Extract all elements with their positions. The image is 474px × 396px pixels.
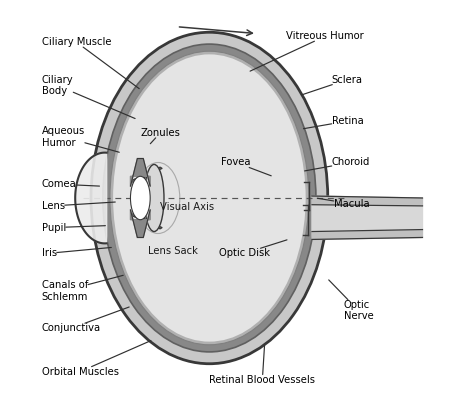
Ellipse shape bbox=[91, 32, 328, 364]
Text: Comea: Comea bbox=[42, 179, 100, 189]
Polygon shape bbox=[312, 196, 422, 206]
Polygon shape bbox=[312, 205, 422, 232]
Text: Optic
Nerve: Optic Nerve bbox=[329, 280, 374, 321]
Text: Macula: Macula bbox=[317, 198, 369, 209]
Text: Ciliary Muscle: Ciliary Muscle bbox=[42, 37, 139, 89]
Text: Fovea: Fovea bbox=[221, 158, 271, 176]
Polygon shape bbox=[130, 210, 150, 238]
Polygon shape bbox=[132, 167, 162, 186]
Text: Orbital Muscles: Orbital Muscles bbox=[42, 341, 151, 377]
Text: Choroid: Choroid bbox=[305, 158, 370, 171]
Ellipse shape bbox=[103, 44, 316, 352]
Ellipse shape bbox=[130, 176, 150, 220]
Polygon shape bbox=[132, 210, 162, 229]
Text: Vitreous Humor: Vitreous Humor bbox=[250, 31, 364, 71]
Text: Sclera: Sclera bbox=[301, 74, 363, 95]
Ellipse shape bbox=[110, 51, 309, 345]
Text: Pupil: Pupil bbox=[42, 223, 105, 232]
Text: Aqueous
Humor: Aqueous Humor bbox=[42, 126, 119, 152]
Polygon shape bbox=[312, 230, 422, 240]
Text: Zonules: Zonules bbox=[140, 128, 180, 144]
Polygon shape bbox=[130, 158, 150, 186]
Text: Lens Sack: Lens Sack bbox=[148, 246, 198, 256]
Ellipse shape bbox=[113, 54, 306, 342]
Text: Optic Disk: Optic Disk bbox=[219, 240, 287, 258]
Polygon shape bbox=[75, 152, 107, 244]
Text: Lens: Lens bbox=[42, 201, 115, 211]
Text: Canals of
Schlemm: Canals of Schlemm bbox=[42, 275, 123, 301]
Text: Iris: Iris bbox=[42, 248, 111, 258]
Text: Ciliary
Body: Ciliary Body bbox=[42, 75, 135, 118]
Text: Retinal Blood Vessels: Retinal Blood Vessels bbox=[210, 345, 315, 385]
Text: Conjunctiva: Conjunctiva bbox=[42, 307, 129, 333]
Text: Visual Axis: Visual Axis bbox=[160, 202, 214, 212]
Text: Retina: Retina bbox=[303, 116, 364, 129]
Ellipse shape bbox=[144, 164, 164, 232]
